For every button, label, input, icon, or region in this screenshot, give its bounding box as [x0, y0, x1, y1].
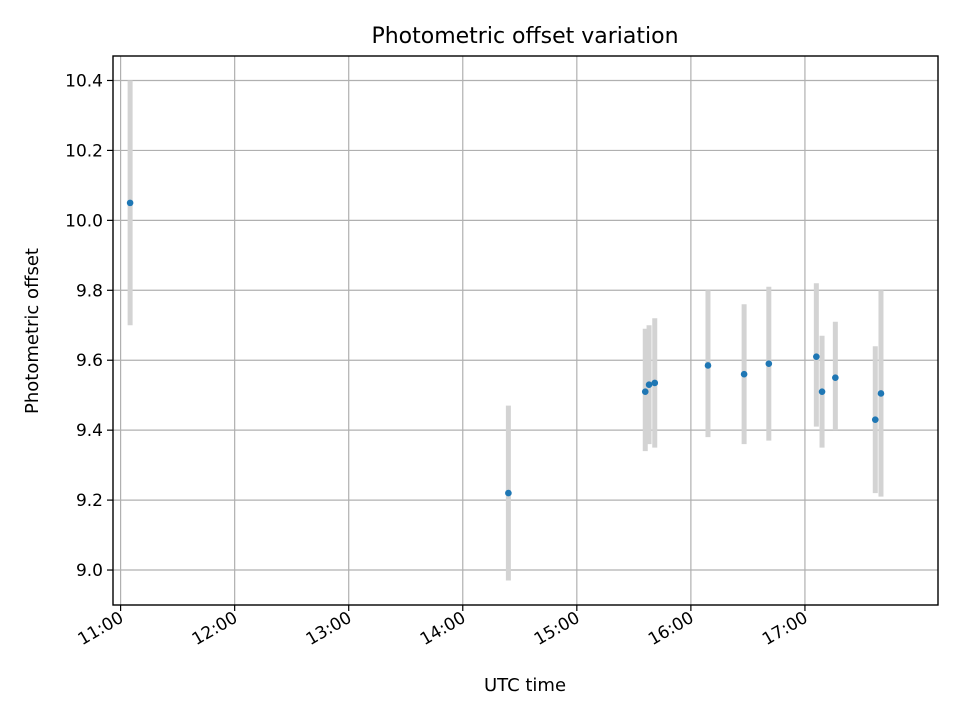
- y-tick-label: 9.6: [76, 351, 103, 371]
- data-point: [645, 381, 653, 389]
- x-tick-label: 11:00: [75, 608, 127, 650]
- y-axis-ticks: 9.0 9.2 9.4 9.6 9.8 10.0 10.2 10.4: [65, 71, 113, 581]
- data-point: [813, 353, 820, 361]
- data-point: [651, 379, 659, 387]
- x-tick-label: 14:00: [417, 608, 469, 650]
- x-tick-label: 17:00: [759, 608, 811, 650]
- x-tick-label: 16:00: [645, 608, 697, 650]
- x-tick-label: 13:00: [303, 608, 355, 650]
- grid: [113, 56, 938, 605]
- y-tick-label: 9.8: [76, 281, 103, 301]
- data-point: [877, 390, 885, 397]
- x-tick-label: 12:00: [189, 608, 241, 650]
- data-point: [765, 360, 773, 368]
- y-tick-label: 10.2: [65, 141, 103, 161]
- data-point: [704, 362, 712, 369]
- chart-title: Photometric offset variation: [371, 24, 678, 49]
- x-axis-ticks: 11:00 12:00 13:00 14:00 15:00 16:00 17:00: [75, 605, 811, 650]
- plot-frame: [112, 55, 939, 606]
- y-tick-label: 9.2: [76, 491, 103, 511]
- y-tick-label: 9.0: [76, 561, 103, 581]
- error-bars: [127, 80, 884, 581]
- y-axis-label: Photometric offset: [22, 248, 43, 414]
- y-tick-label: 10.0: [65, 211, 103, 231]
- data-point: [818, 388, 826, 395]
- data-point: [126, 199, 134, 207]
- data-point: [871, 416, 879, 423]
- data-points: [126, 199, 885, 497]
- data-point: [832, 374, 839, 382]
- x-axis-label: UTC time: [484, 675, 566, 696]
- data-point: [505, 489, 512, 497]
- y-tick-label: 10.4: [65, 71, 103, 91]
- data-point: [641, 388, 649, 395]
- x-tick-label: 15:00: [531, 608, 583, 650]
- y-tick-label: 9.4: [76, 421, 103, 441]
- data-point: [740, 370, 748, 378]
